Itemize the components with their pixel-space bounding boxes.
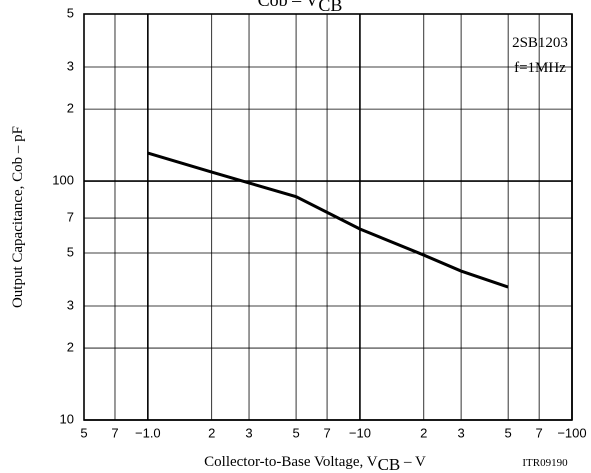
y-tick-label: 3 <box>67 58 74 73</box>
y-tick-label: 7 <box>67 209 74 224</box>
x-tick-label: 5 <box>505 425 512 440</box>
y-axis-label: Output Capacitance, Cob – pF <box>10 126 26 308</box>
x-tick-label: 3 <box>457 425 464 440</box>
y-tick-label: 5 <box>67 5 74 20</box>
annotation: f=1MHz <box>514 60 566 76</box>
x-tick-label: 3 <box>245 425 252 440</box>
y-tick-label: 10 <box>60 411 74 426</box>
y-tick-label: 100 <box>52 172 74 187</box>
chart-title: Cob – VCB <box>258 0 343 15</box>
chart-code: ITR09190 <box>522 457 568 469</box>
y-tick-label: 2 <box>67 101 74 116</box>
y-tick-label: 5 <box>67 244 74 259</box>
x-tick-label: −10 <box>349 425 371 440</box>
x-tick-label: −1.0 <box>135 425 161 440</box>
x-tick-label: 7 <box>536 425 543 440</box>
x-tick-label: 7 <box>323 425 330 440</box>
x-axis-label: Collector-to-Base Voltage, VCB – V <box>204 454 426 473</box>
x-tick-label: 7 <box>111 425 118 440</box>
annotation: 2SB1203 <box>512 35 568 51</box>
data-line <box>147 151 509 289</box>
plot-border <box>83 13 573 421</box>
y-tick-label: 3 <box>67 297 74 312</box>
x-tick-label: 5 <box>80 425 87 440</box>
x-tick-label: −100 <box>557 425 586 440</box>
y-tick-label: 2 <box>67 340 74 355</box>
x-tick-label: 2 <box>420 425 427 440</box>
x-tick-label: 5 <box>292 425 299 440</box>
x-tick-label: 2 <box>208 425 215 440</box>
